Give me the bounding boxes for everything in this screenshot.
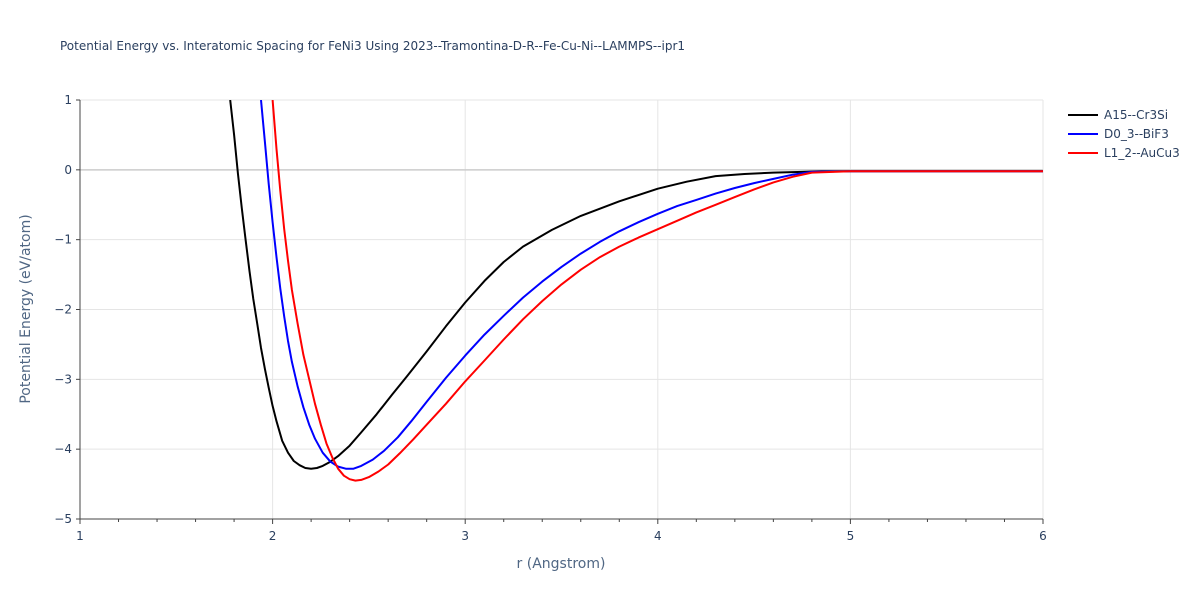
chart-title: Potential Energy vs. Interatomic Spacing… [60,39,685,53]
y-axis-title: Potential Energy (eV/atom) [18,214,34,403]
y-tick-label: −5 [54,512,72,526]
series-line-2[interactable] [271,100,1043,482]
axes: 1 2 3 4 5 6 −5 −4 −3 −2 −1 0 1 [54,93,1047,543]
legend-label: D0_3--BiF3 [1104,127,1169,141]
y-tick-label: −2 [54,303,72,317]
legend-item[interactable]: L1_2--AuCu3 [1068,146,1180,160]
x-tick-label: 6 [1039,529,1047,543]
plot-area [229,100,1043,482]
legend-label: L1_2--AuCu3 [1104,146,1180,160]
x-tick-label: 4 [654,529,662,543]
legend-label: A15--Cr3Si [1104,108,1168,122]
legend-item[interactable]: A15--Cr3Si [1068,108,1168,122]
y-tick-label: 0 [64,163,72,177]
x-tick-label: 1 [76,529,84,543]
grid [80,99,1044,519]
series-line-0[interactable] [229,100,1043,470]
y-tick-label: −3 [54,372,72,386]
y-tick-label: 1 [64,93,72,107]
x-tick-label: 2 [269,529,277,543]
y-tick-label: −4 [54,442,72,456]
x-axis-title: r (Angstrom) [517,556,606,572]
x-tick-label: 5 [847,529,855,543]
legend[interactable]: A15--Cr3Si D0_3--BiF3 L1_2--AuCu3 [1068,108,1180,160]
y-tick-label: −1 [54,233,72,247]
x-tick-label: 3 [461,529,469,543]
series-line-1[interactable] [260,100,1043,470]
legend-item[interactable]: D0_3--BiF3 [1068,127,1169,141]
series-lines [229,100,1043,482]
